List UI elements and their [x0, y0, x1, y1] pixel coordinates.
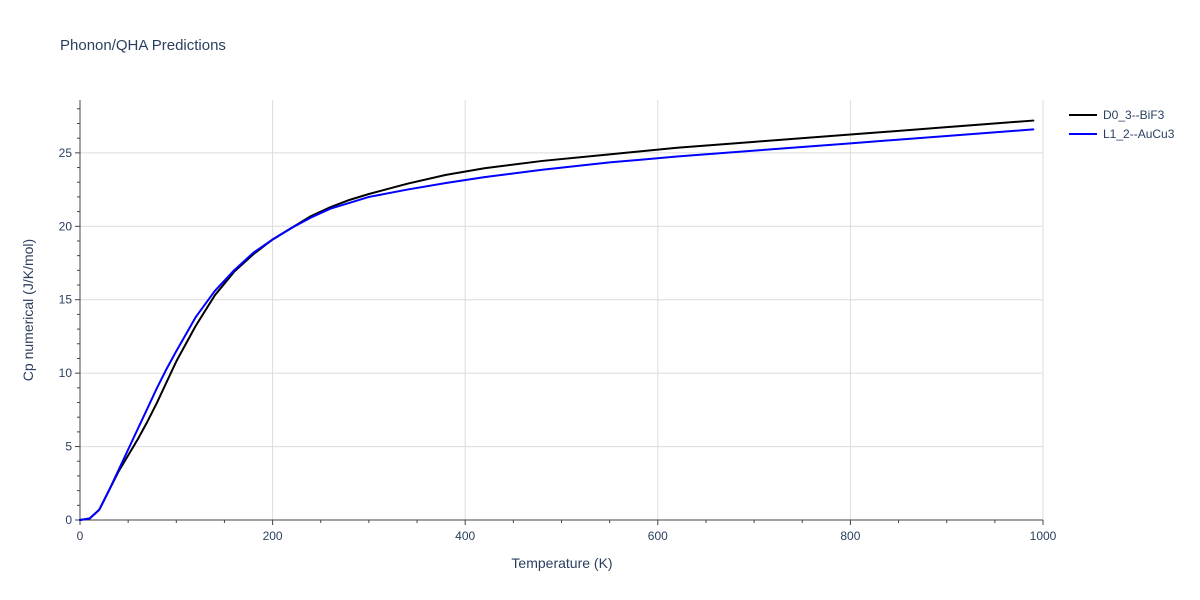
series-line-2: [79, 128, 1035, 521]
x-tick-label: 1000: [1030, 529, 1057, 543]
x-tick-label: 800: [840, 529, 860, 543]
y-tick-label: 10: [59, 366, 73, 380]
legend: D0_3--BiF3 L1_2--AuCu3: [1069, 108, 1175, 141]
x-tick-label: 0: [77, 529, 84, 543]
x-tick-label: 400: [455, 529, 475, 543]
x-tick-label: 200: [263, 529, 283, 543]
legend-label-2[interactable]: L1_2--AuCu3: [1103, 127, 1175, 141]
x-tick-label: 600: [648, 529, 668, 543]
y-tick-label: 0: [65, 513, 72, 527]
legend-label-1[interactable]: D0_3--BiF3: [1103, 108, 1165, 122]
grid-layer: [80, 100, 1044, 520]
y-tick-label: 25: [59, 146, 73, 160]
y-tick-label: 15: [59, 293, 73, 307]
y-tick-label: 20: [59, 219, 73, 233]
axis-layer: [75, 100, 1044, 525]
y-axis-title: Cp numerical (J/K/mol): [20, 239, 36, 381]
chart-title: Phonon/QHA Predictions: [60, 37, 226, 54]
y-tick-label: 5: [65, 440, 72, 454]
tick-label-layer: 0 200 400 600 800 1000 0 5 10 15 20 25: [59, 146, 1057, 543]
series-layer: [79, 119, 1035, 521]
x-axis-title: Temperature (K): [511, 555, 612, 571]
